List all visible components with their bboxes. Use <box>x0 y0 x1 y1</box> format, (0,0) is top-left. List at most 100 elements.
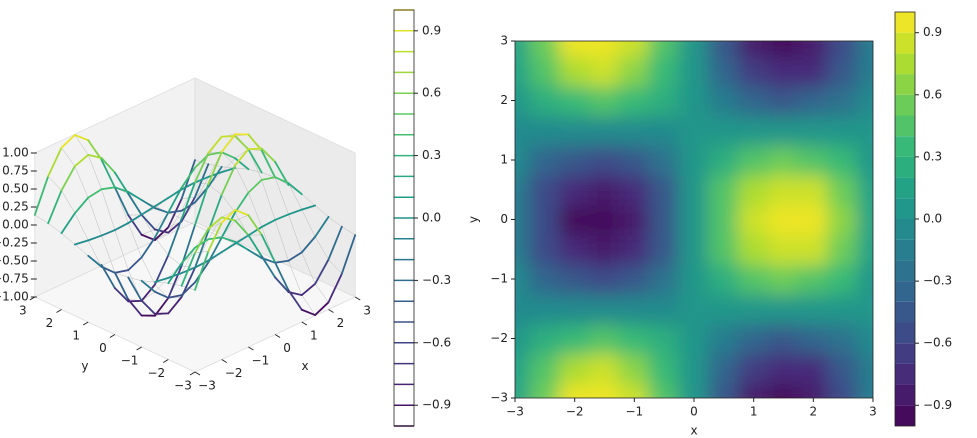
contour-cell <box>515 84 531 117</box>
contour-cell <box>528 41 561 57</box>
contour-cell <box>678 233 710 266</box>
colorbar-band <box>895 281 915 302</box>
colorbar-band <box>895 198 915 219</box>
colorbar-tick-label: 0.9 <box>422 23 441 37</box>
contour-segment <box>154 228 170 234</box>
contour-cell <box>558 352 591 385</box>
contour-cell <box>588 114 621 147</box>
contour-cell <box>857 173 873 206</box>
contour-cell <box>797 292 830 325</box>
y-tick-label: −1 <box>121 354 139 368</box>
contour-cell <box>797 84 830 117</box>
contour-cell <box>767 144 800 176</box>
contour-segment <box>114 222 130 231</box>
contour-segment <box>300 204 317 211</box>
colorbar-band <box>895 32 915 54</box>
contour-cell <box>528 173 561 206</box>
z-tick-label: 1.00 <box>2 146 29 160</box>
contour-cell <box>827 41 860 57</box>
colorbar-band <box>895 53 915 75</box>
contour-segment <box>60 134 76 149</box>
contour-segment <box>220 216 236 222</box>
plot-area <box>515 41 873 398</box>
contour-segment <box>247 148 263 174</box>
contour-cell <box>648 352 681 385</box>
contour-cell <box>558 203 591 236</box>
y-tick-label: 3 <box>19 304 27 318</box>
contour-segment <box>260 149 277 179</box>
colorbar-band <box>895 156 915 178</box>
contour-cell <box>797 352 830 385</box>
contour-segment <box>180 196 196 223</box>
contour-cell <box>767 203 800 236</box>
contour-segment <box>167 197 183 229</box>
x-tick-label: 3 <box>363 304 371 318</box>
contour-cell <box>618 292 651 325</box>
contour-segment <box>300 308 317 316</box>
y-tick-label: 2 <box>46 316 54 330</box>
contour-segment <box>194 176 210 184</box>
contour-segment <box>100 157 116 174</box>
contour-cell <box>737 173 770 206</box>
contour-cell <box>528 203 561 236</box>
contour-segment <box>127 276 143 302</box>
z-tick-label: −1.00 <box>0 290 29 304</box>
contour-cell <box>707 84 740 117</box>
contour-cell <box>648 382 681 398</box>
contour-cell <box>767 352 800 385</box>
x-tick <box>328 309 334 313</box>
contour-segment <box>260 176 277 181</box>
contour-cell <box>827 54 860 87</box>
colorbar: 0.9 0.6 0.3 0.0 −0.3 −0.6 −0.9 <box>393 9 451 427</box>
contour-cell <box>678 41 710 57</box>
contour-cell <box>558 382 591 398</box>
contour-cell <box>827 203 860 236</box>
x-tick-label: 3 <box>869 405 877 419</box>
contour-segment <box>180 159 196 200</box>
contour-cell <box>737 292 770 325</box>
colorbar-tick-label: −0.9 <box>923 398 952 412</box>
contour-cell <box>707 173 740 206</box>
contour-segment <box>47 146 63 178</box>
y-tick-label: −3 <box>174 379 192 393</box>
contour-segment <box>180 252 196 287</box>
contour-segment <box>114 269 130 274</box>
contour-segment <box>207 171 223 178</box>
x-tick-label: 2 <box>337 316 345 330</box>
y-tick-label: 1 <box>72 329 80 343</box>
contour-segment <box>300 282 317 297</box>
x-tick-label: −3 <box>198 379 216 393</box>
contour-segment <box>194 183 210 226</box>
contour-cell <box>767 84 800 117</box>
contour-segment <box>247 234 263 258</box>
contour-cell <box>528 114 561 147</box>
contour-cell <box>767 114 800 147</box>
contour-segment <box>287 208 303 216</box>
contour-segment <box>300 235 317 254</box>
contour-cell <box>678 292 710 325</box>
contour-segment <box>60 165 76 192</box>
surface <box>33 133 357 317</box>
contour-cell <box>558 292 591 325</box>
y-tick-label: 0 <box>99 341 107 355</box>
contour-segment <box>127 256 143 272</box>
colorbar-band <box>895 74 915 95</box>
contour-segment <box>234 157 250 171</box>
contour-cell <box>857 114 873 147</box>
contour-segment <box>247 249 263 260</box>
y-tick-label: −1 <box>490 272 508 286</box>
contour-segment <box>207 193 223 233</box>
y-tick <box>163 359 169 363</box>
contour-segment <box>207 221 223 253</box>
contour-cell <box>737 233 770 266</box>
contour-cell <box>707 322 740 355</box>
contour-segment <box>154 211 170 239</box>
colorbar-tick-label: 0.6 <box>422 86 441 100</box>
contour-cell <box>707 263 740 295</box>
contour-segment <box>274 276 290 293</box>
x-axis-label: x <box>302 359 309 373</box>
contour-cell <box>618 322 651 355</box>
contour-cell <box>857 84 873 117</box>
contour-segment <box>220 164 236 196</box>
contour-cell <box>515 352 531 385</box>
